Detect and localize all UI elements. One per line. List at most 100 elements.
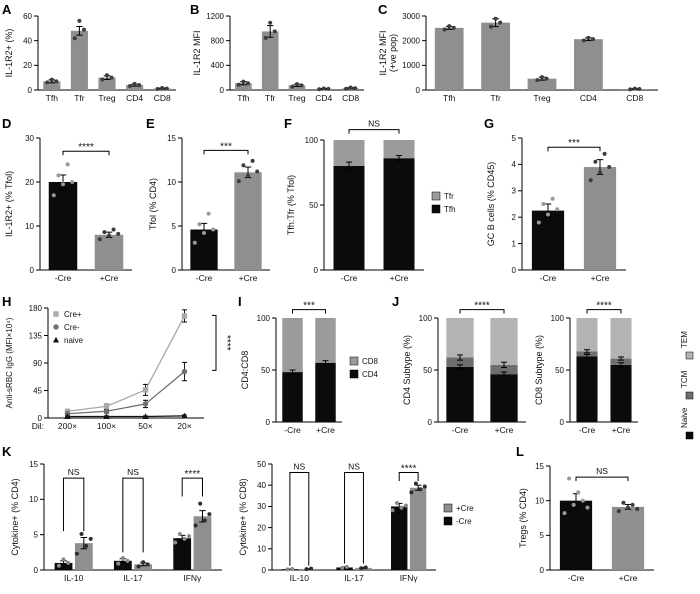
svg-text:***: ***	[568, 138, 580, 149]
svg-text:+Cre: +Cre	[495, 425, 514, 435]
svg-text:Cre-: Cre-	[64, 323, 80, 332]
svg-text:TCM: TCM	[680, 370, 689, 388]
panel-a: A 0 20 40 60 IL-1R2+ (%) Tfh Tfr Treg CD4 CD8	[2, 2, 184, 112]
panel-g: G 0 1 2 3 4 5 GC B cells (% CD45) -Cre +Cre ***	[484, 116, 658, 292]
svg-text:-Cre: -Cre	[196, 273, 213, 283]
svg-text:Anti-sRBC IgG (MFI×10⁴): Anti-sRBC IgG (MFI×10⁴)	[5, 317, 14, 408]
svg-text:Tfr: Tfr	[444, 192, 454, 201]
svg-text:50: 50	[555, 366, 564, 375]
svg-text:0: 0	[30, 266, 35, 275]
svg-text:135: 135	[29, 331, 43, 340]
svg-text:100: 100	[305, 136, 319, 145]
svg-text:0: 0	[28, 86, 33, 95]
svg-text:+Cre: +Cre	[591, 273, 610, 283]
svg-text:+Cre: +Cre	[456, 504, 474, 513]
svg-text:Treg: Treg	[288, 93, 305, 103]
svg-text:0: 0	[266, 418, 271, 427]
svg-text:Tfh: Tfh	[443, 93, 456, 103]
chart-tfh-tfr-ratio: 0 50 100 Tfh:Tfr (% Tfol) -Cre +Cre NS Tfr Tfh	[286, 119, 456, 283]
svg-text:CD8 Subtype (%): CD8 Subtype (%)	[534, 335, 544, 405]
svg-text:0: 0	[220, 86, 225, 95]
panel-g-label: G	[484, 116, 495, 131]
svg-text:Cre+: Cre+	[64, 310, 82, 319]
chart-cd8-subtype: 0 50 100 CD8 Subtype (%) -Cre +Cre **** TEM TCM N…	[534, 301, 694, 440]
svg-text:-Cre: -Cre	[341, 273, 358, 283]
svg-text:200×: 200×	[58, 421, 77, 431]
svg-text:3: 3	[512, 187, 517, 196]
svg-text:15: 15	[29, 460, 38, 469]
svg-text:0: 0	[34, 566, 39, 575]
svg-text:+Cre: +Cre	[316, 425, 335, 435]
svg-text:20: 20	[23, 61, 32, 70]
panel-h-label: H	[2, 294, 12, 309]
svg-text:CD8: CD8	[626, 93, 643, 103]
panel-f-label: F	[284, 116, 292, 131]
svg-text:20: 20	[257, 523, 266, 532]
svg-text:Tfr: Tfr	[265, 93, 276, 103]
svg-text:10: 10	[29, 495, 38, 504]
svg-text:100×: 100×	[97, 421, 116, 431]
svg-text:CD4 Subtype (%): CD4 Subtype (%)	[402, 335, 412, 405]
panel-e-label: E	[146, 116, 155, 131]
svg-text:IL-10: IL-10	[290, 573, 310, 583]
svg-text:***: ***	[220, 141, 232, 152]
panel-b: B 0 400 800 1200 IL-1R2 MFI Tfh Tfr Treg CD4 CD8	[190, 2, 372, 112]
svg-text:IFNγ: IFNγ	[183, 573, 202, 583]
svg-text:400: 400	[211, 61, 225, 70]
svg-text:5: 5	[172, 222, 177, 231]
svg-text:10: 10	[167, 178, 176, 187]
svg-text:50: 50	[257, 460, 266, 469]
svg-text:30: 30	[257, 502, 266, 511]
svg-text:-Cre: -Cre	[452, 425, 469, 435]
svg-text:TEM: TEM	[680, 331, 689, 348]
svg-text:5: 5	[34, 530, 39, 539]
svg-text:IL-17: IL-17	[344, 573, 364, 583]
svg-text:40: 40	[23, 36, 32, 45]
svg-text:IL-1R2 MFI: IL-1R2 MFI	[378, 30, 388, 75]
svg-text:0: 0	[38, 414, 43, 423]
svg-text:0: 0	[560, 418, 565, 427]
panel-k: K 0 5 10 15 Cytokine+ (% CD4) IL-10 IL-17 IFNγ N…	[2, 444, 514, 592]
svg-text:0: 0	[262, 566, 267, 575]
svg-text:-Cre: -Cre	[579, 425, 596, 435]
panel-d: D 0 10 20 30 IL-1R2+ (% Tfol) -Cre +Cre ****	[2, 116, 142, 292]
svg-text:+Cre: +Cre	[390, 273, 409, 283]
panel-j: J 0 50 100 CD4 Subtype (%) -Cre +Cre **** 0 50 1…	[392, 294, 700, 444]
svg-text:100: 100	[419, 314, 433, 323]
svg-text:15: 15	[535, 462, 544, 471]
svg-text:****: ****	[185, 469, 201, 480]
svg-text:50×: 50×	[138, 421, 152, 431]
svg-text:IL-1R2+ (% Tfol): IL-1R2+ (% Tfol)	[4, 171, 14, 237]
svg-text:NS: NS	[293, 461, 305, 471]
svg-text:CD8: CD8	[342, 93, 359, 103]
chart-cytokine-cd4: 0 5 10 15 Cytokine+ (% CD4) IL-10 IL-17 IFNγ NS N…	[10, 460, 222, 583]
svg-text:5: 5	[540, 531, 545, 540]
svg-text:****: ****	[221, 335, 232, 351]
svg-text:****: ****	[596, 301, 612, 312]
chart-anti-srbc-igg: 0 45 90 135 180 Anti-sRBC IgG (MFI×10⁴) 200× 10…	[5, 304, 232, 431]
panel-h: H 0 45 90 135 180 Anti-sRBC IgG (MFI×10⁴) 200×…	[2, 294, 234, 444]
panel-b-label: B	[190, 2, 200, 17]
svg-text:****: ****	[474, 301, 490, 312]
svg-text:-Cre: -Cre	[284, 425, 301, 435]
svg-text:-Cre: -Cre	[568, 573, 585, 583]
svg-text:CD4: CD4	[580, 93, 597, 103]
panel-i-label: I	[238, 294, 242, 309]
svg-text:10: 10	[535, 496, 544, 505]
svg-text:NS: NS	[368, 119, 380, 129]
panel-d-label: D	[2, 116, 12, 131]
svg-text:60: 60	[23, 12, 32, 21]
svg-text:Tfh:Tfr (% Tfol): Tfh:Tfr (% Tfol)	[286, 175, 296, 235]
panel-c: C 0 1000 2000 3000 IL-1R2 MFI (+ve pop) Tfh Tfr…	[378, 2, 670, 112]
panel-j-label: J	[392, 294, 400, 309]
chart-il1r2-percent: 0 20 40 60 IL-1R2+ (%) Tfh Tfr Treg CD4 CD8	[4, 12, 176, 103]
svg-text:20×: 20×	[177, 421, 191, 431]
svg-text:CD8: CD8	[154, 93, 171, 103]
chart-cd4-cd8-ratio: 0 50 100 CD4:CD8 -Cre +Cre *** CD8 CD4	[240, 301, 379, 435]
chart-cd4-subtype: 0 50 100 CD4 Subtype (%) -Cre +Cre ****	[402, 301, 526, 435]
svg-text:GC B cells (% CD45): GC B cells (% CD45)	[486, 162, 496, 247]
panel-l-label: L	[516, 444, 524, 459]
chart-il1r2-mfi: 0 400 800 1200 IL-1R2 MFI Tfh Tfr Treg CD4 CD8	[192, 12, 364, 103]
panel-f: F 0 50 100 Tfh:Tfr (% Tfol) -Cre +Cre NS Tfr Tfh	[284, 116, 482, 292]
svg-text:Tfh: Tfh	[46, 93, 59, 103]
